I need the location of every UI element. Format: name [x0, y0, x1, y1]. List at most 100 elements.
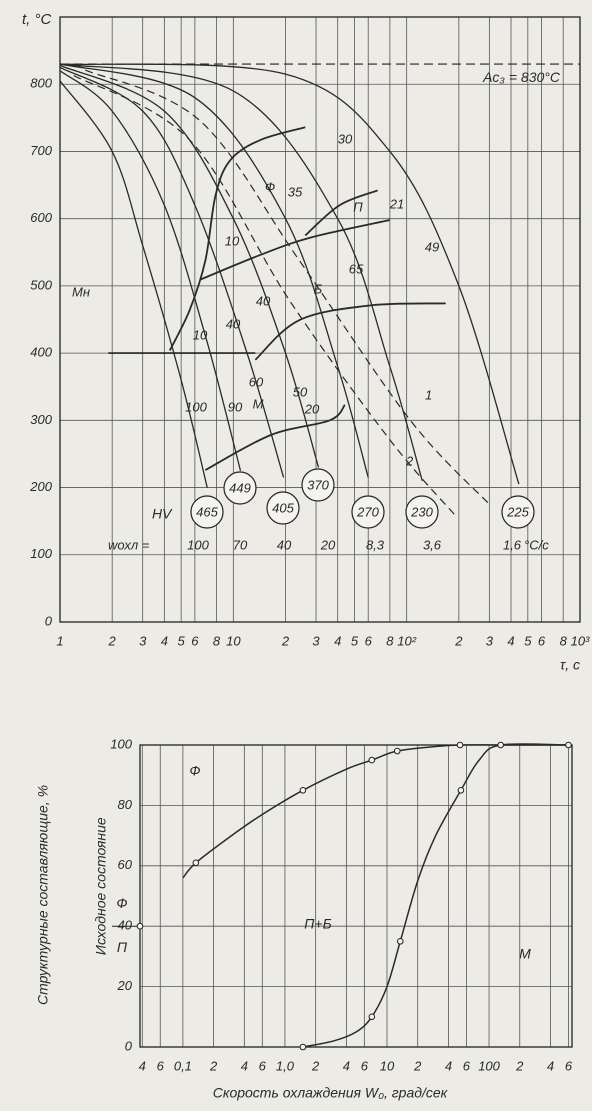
cooling-curve — [59, 63, 369, 478]
data-point — [299, 1043, 307, 1051]
dashed-curve — [85, 69, 491, 506]
y-tick-label: 20 — [117, 978, 133, 993]
rate-label: 1,6 — [503, 537, 522, 552]
y-tick-label: 100 — [30, 546, 52, 561]
x-tick-label: 10 — [380, 1058, 395, 1073]
y-tick-label: 100 — [110, 736, 132, 751]
x-tick-label: 10³ — [571, 633, 590, 648]
region-annotation: 49 — [425, 239, 439, 254]
cooling-curve — [59, 80, 208, 488]
y-tick-label: 200 — [29, 479, 52, 494]
region-annotation: M — [253, 396, 264, 411]
region-annotation: 20 — [304, 401, 320, 416]
x-tick-label: 2 — [281, 633, 290, 648]
hv-circle — [190, 495, 224, 529]
data-point — [393, 747, 401, 755]
initial-state-point — [136, 922, 144, 930]
region-annotation: 40 — [256, 293, 271, 308]
y-axis-title: Структурные составляющие, % — [35, 785, 51, 1005]
x-tick-label: 4 — [334, 633, 341, 648]
region-annotation: 40 — [226, 316, 241, 331]
data-point — [368, 756, 376, 764]
rate-label: 70 — [233, 537, 248, 552]
x-tick-label: 10² — [397, 633, 416, 648]
x-tick-label: 8 — [386, 633, 394, 648]
region-annotation: 60 — [249, 374, 264, 389]
dashed-curve — [73, 74, 456, 516]
x-tick-label: 100 — [478, 1058, 500, 1073]
x-tick-label: 10 — [226, 633, 241, 648]
region-annotation: Ф — [265, 179, 275, 194]
x-tick-label: 2 — [108, 633, 117, 648]
region-annotation: 100 — [185, 399, 207, 414]
hv-value: 270 — [356, 504, 379, 519]
x-tick-label: 1,0 — [276, 1058, 295, 1073]
data-point — [396, 938, 404, 945]
region-annotation: 90 — [228, 399, 243, 414]
dashed-curve-label: 2 — [405, 453, 414, 468]
region-annotation: 35 — [288, 184, 303, 199]
data-point — [299, 787, 307, 794]
x-tick-label: 4 — [445, 1058, 452, 1073]
x-tick-label: 6 — [538, 633, 546, 648]
x-tick-label: 3 — [486, 633, 494, 648]
x-tick-label: 8 — [560, 633, 568, 648]
x-tick-label: 2 — [209, 1058, 218, 1073]
hv-circle — [351, 495, 385, 529]
y-tick-label: 40 — [118, 918, 133, 933]
data-point — [457, 787, 465, 794]
region-label: Ф — [189, 763, 200, 779]
x-tick-label: 4 — [241, 1058, 248, 1073]
x-tick-label: 4 — [139, 1058, 146, 1073]
hv-value: 405 — [272, 500, 294, 515]
transformation-line — [254, 302, 446, 361]
data-point — [368, 1013, 376, 1021]
x-tick-label: 6 — [157, 1058, 165, 1073]
hv-value: 225 — [506, 504, 529, 519]
y-tick-label: 60 — [118, 857, 133, 872]
x-tick-label: 2 — [515, 1058, 524, 1073]
data-point — [456, 741, 464, 749]
x-tick-label: 3 — [139, 633, 147, 648]
cooling-curve — [59, 70, 242, 471]
initial-phase: П — [117, 939, 128, 955]
structure-curve — [302, 743, 569, 1048]
x-tick-label: 6 — [463, 1058, 471, 1073]
region-annotation: 10 — [193, 327, 208, 342]
hv-circle — [501, 495, 535, 529]
region-annotation: 30 — [338, 131, 353, 146]
hv-value: 465 — [196, 504, 218, 519]
region-annotation: 50 — [293, 384, 308, 399]
hv-value: 449 — [229, 480, 251, 495]
structure-curve — [182, 744, 569, 879]
x-tick-label: 6 — [259, 1058, 267, 1073]
x-tick-label: 4 — [343, 1058, 350, 1073]
hv-circle — [223, 471, 257, 505]
rate-label: 20 — [320, 537, 336, 552]
region-annotation: 21 — [389, 196, 404, 211]
rate-label: 8,3 — [366, 537, 385, 552]
data-point — [497, 741, 504, 749]
x-tick-label: 3 — [312, 633, 320, 648]
hv-value: 230 — [410, 504, 433, 519]
y-tick-label: 800 — [30, 76, 52, 91]
hv-label: HV — [152, 506, 173, 522]
initial-phase: Ф — [116, 895, 127, 911]
region-annotation: Б — [314, 281, 323, 296]
y-axis-title: t, °C — [22, 11, 52, 28]
y-tick-label: 0 — [45, 613, 53, 628]
rate-unit: °C/c — [524, 537, 549, 552]
x-tick-label: 5 — [351, 633, 359, 648]
x-tick-label: 0,1 — [174, 1058, 192, 1073]
y-tick-label: 500 — [30, 277, 52, 292]
y-tick-label: 400 — [30, 345, 52, 360]
rate-label: 3,6 — [423, 537, 442, 552]
x-tick-label: 4 — [161, 633, 168, 648]
region-label: М — [519, 946, 531, 962]
hv-circle — [405, 495, 439, 529]
hv-circle — [266, 491, 300, 525]
x-axis-title: Скорость охлаждения W₀, град/сек — [213, 1085, 449, 1101]
x-tick-label: 5 — [524, 633, 532, 648]
